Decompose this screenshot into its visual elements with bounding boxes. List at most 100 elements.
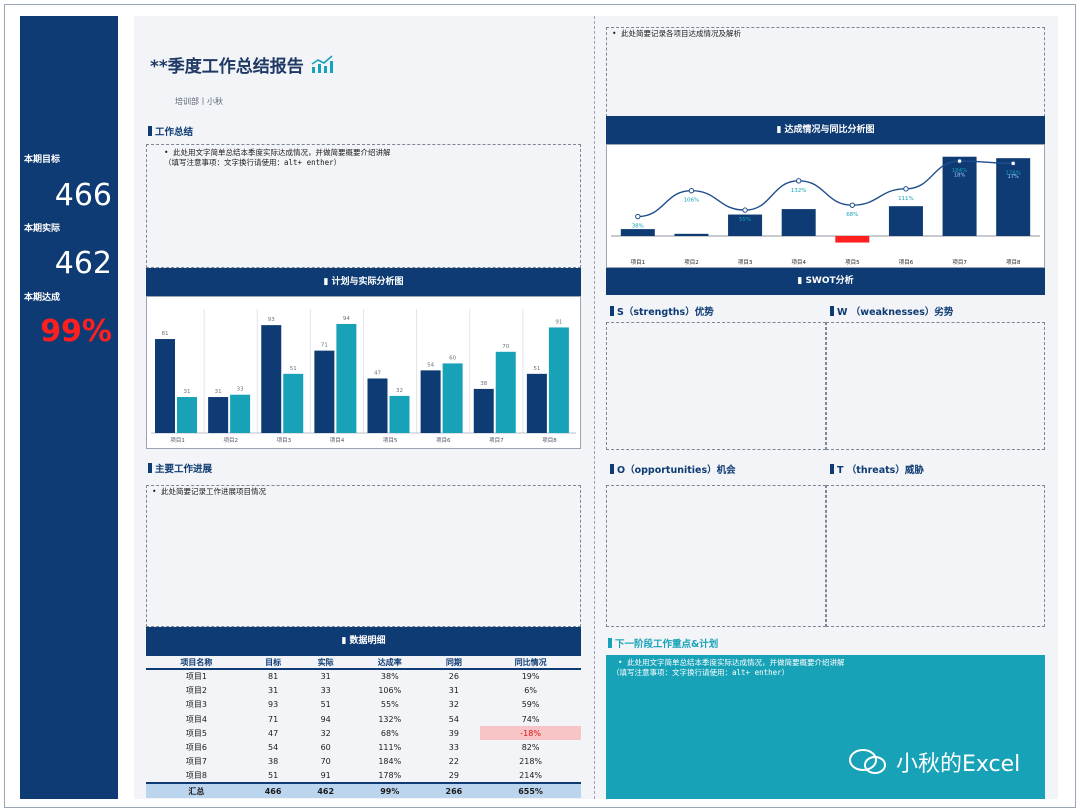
work-summary-box[interactable]: [146, 144, 581, 268]
bar: [336, 323, 357, 433]
table-cell: -18%: [480, 726, 581, 741]
line-point: [635, 213, 641, 220]
bar: [314, 350, 335, 433]
data-label: 47: [374, 370, 381, 376]
swot-t-heading: T （threats）威胁: [830, 462, 924, 476]
table-row: 项目2 31 33 106% 31 6%: [146, 683, 581, 697]
table-cell: 218%: [519, 757, 543, 767]
tick-label: 项目8: [542, 437, 557, 444]
bar: [473, 388, 494, 433]
line-label: 178%: [1005, 170, 1021, 176]
tick-label: 项目1: [631, 259, 646, 266]
tick-label: 项目3: [738, 259, 753, 266]
tick-label: 项目1: [170, 437, 185, 444]
table-cell: 33: [448, 743, 459, 753]
table-cell: 54: [448, 714, 459, 724]
data-detail-band: ▮ 数据明细: [146, 627, 581, 656]
bar: [495, 351, 516, 433]
plan-vs-actual-chart: 81 31 项目1 31 33 项目2 93 51 项目3 71 94 项目4 47 32 项目5 54 60 项…: [146, 296, 581, 449]
line-label: 38%: [632, 224, 644, 230]
progress-line1: • 此处简要记录工作进展项目情况: [152, 487, 267, 496]
col-header: 目标: [246, 656, 300, 670]
plan-vs-actual-band: ▮ 计划与实际分析图: [146, 268, 581, 296]
bar: [177, 397, 197, 433]
rate-value: 99%: [40, 314, 112, 349]
yoy-chart: 项目1 项目2 项目3 项目4 项目5 项目6 项目7 项目8 38% 106% 55% 132% 68…: [606, 144, 1045, 268]
tick-label: 项目3: [277, 437, 292, 444]
bar: [230, 394, 251, 433]
table-cell: 82%: [521, 743, 540, 753]
total-cell: 655%: [480, 782, 581, 798]
table-cell: 59%: [521, 700, 540, 710]
table-cell: 31: [267, 685, 279, 695]
rate-label: 本期达成: [24, 293, 61, 303]
bar: [781, 209, 816, 236]
table-cell: 93: [267, 700, 279, 710]
table-cell: 55%: [380, 700, 399, 710]
line-point: [1010, 160, 1016, 167]
table-cell: 51: [320, 700, 331, 710]
heading-marker: [148, 126, 152, 136]
work-summary-heading: 工作总结: [148, 124, 193, 138]
table-row: 项目6 54 60 111% 33 82%: [146, 740, 581, 754]
data-detail-table: 项目名称 目标 实际 达成率 同期 同比情况 项目1 81 31 38% 26 19% 项目…: [146, 656, 581, 798]
department-author: 培训部丨小秋: [175, 97, 223, 106]
table-icon: ▮: [341, 636, 350, 646]
heading-marker: [610, 464, 614, 474]
progress-box[interactable]: [146, 485, 581, 627]
tick-label: 项目6: [436, 437, 451, 444]
table-cell: 项目7: [185, 757, 207, 767]
swot-o-heading: O（opportunities）机会: [610, 462, 736, 476]
actual-value: 462: [54, 246, 112, 281]
table-row: 项目1 81 31 38% 26 19%: [146, 669, 581, 683]
swot-w-box[interactable]: [826, 322, 1045, 450]
bar: [942, 156, 977, 236]
tick-label: 项目5: [845, 259, 860, 266]
heading-marker: [148, 463, 152, 473]
swot-t-box[interactable]: [826, 485, 1045, 627]
swot-s-box[interactable]: [606, 322, 826, 450]
tick-label: 项目7: [952, 259, 967, 266]
data-label: 94: [343, 316, 350, 322]
table-header-row: 项目名称 目标 实际 达成率 同期 同比情况: [146, 656, 581, 670]
total-cell: 266: [427, 782, 481, 798]
line-point: [956, 158, 963, 164]
table-cell: 项目1: [185, 672, 207, 682]
analysis-note: • 此处简要记录各项目达成情况及解析: [612, 29, 742, 38]
page-title: **季度工作总结报告: [150, 52, 334, 77]
data-label: 33: [237, 387, 244, 393]
actual-label: 本期实际: [24, 224, 61, 234]
table-cell: 71: [267, 714, 279, 724]
table-cell: 26: [448, 672, 459, 682]
next-plan-box[interactable]: • 此处用文字简单总结本季度实际达成情况，并做简要概要介绍讲解 （填写注意事项：…: [606, 655, 1045, 799]
total-cell: 466: [246, 782, 300, 798]
line-label: 111%: [898, 196, 914, 202]
table-cell: 38%: [380, 672, 399, 682]
tick-label: 项目4: [330, 437, 345, 444]
next-plan-line2: （填写注意事项：文字换行请使用：alt+ enther）: [612, 668, 790, 677]
line-label: 106%: [684, 198, 700, 204]
table-row: 项目7 38 70 184% 22 218%: [146, 755, 581, 769]
bar: [208, 397, 229, 433]
table-cell: 29: [448, 771, 459, 781]
analysis-note-box[interactable]: [606, 27, 1045, 117]
bar: [888, 206, 923, 236]
data-label: 60: [449, 355, 456, 361]
chart-icon: ▮: [797, 276, 806, 286]
line-label: 132%: [791, 188, 807, 194]
line-point: [795, 178, 802, 184]
bar: [526, 373, 547, 433]
swot-w-heading: W （weaknesses）劣势: [830, 304, 953, 318]
table-cell: 214%: [519, 771, 543, 781]
tick-label: 项目6: [899, 259, 914, 266]
heading-marker: [830, 464, 834, 474]
table-cell: 81: [267, 672, 279, 682]
table-cell: 132%: [378, 714, 402, 724]
swot-s-heading: S（strengths）优势: [610, 304, 714, 318]
line-label: 55%: [739, 217, 751, 223]
line-point: [903, 186, 909, 192]
swot-o-box[interactable]: [606, 485, 826, 627]
table-row: 项目8 51 91 178% 29 214%: [146, 769, 581, 783]
table-cell: 项目6: [185, 743, 207, 753]
bar: [996, 158, 1031, 236]
